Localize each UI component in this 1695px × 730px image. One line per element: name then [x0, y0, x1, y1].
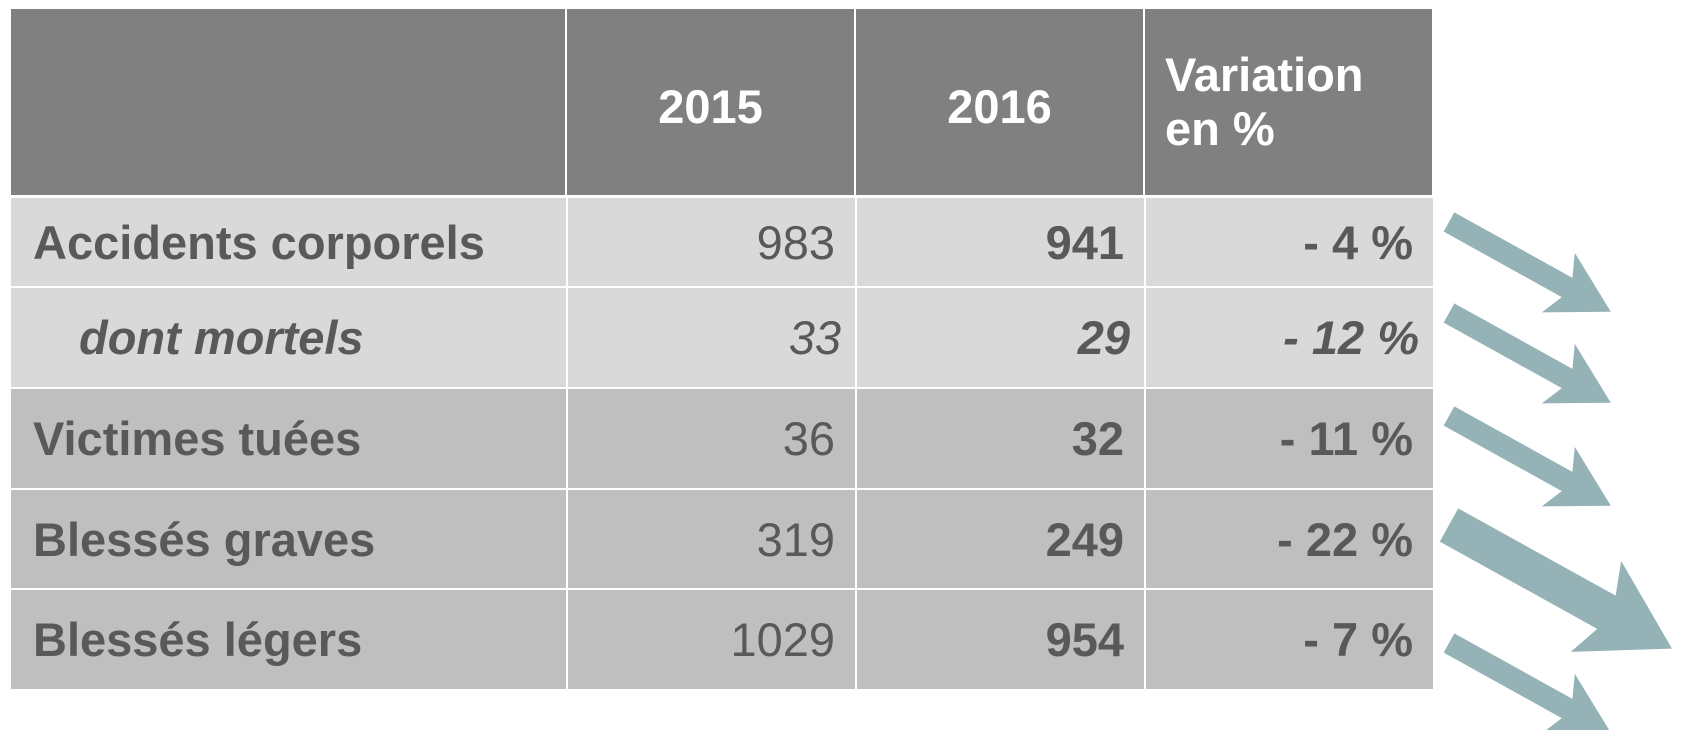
down-arrow [1443, 406, 1611, 507]
table-cell: Blessés graves [11, 490, 566, 588]
down-arrow [1443, 212, 1611, 313]
table-cell: 954 [857, 590, 1144, 689]
table-cell: dont mortels [11, 288, 566, 387]
table-cell: - 12 % [1146, 288, 1433, 387]
table-cell: 32 [857, 389, 1144, 488]
table-cell: - 11 % [1146, 389, 1433, 488]
down-arrow [1443, 633, 1611, 730]
table-cell: - 22 % [1146, 490, 1433, 588]
table-cell: 2016 [856, 9, 1143, 195]
table-cell: Variation en % [1145, 9, 1432, 195]
down-arrow [1443, 303, 1611, 404]
table-cell: 249 [857, 490, 1144, 588]
down-arrow [1439, 508, 1673, 652]
table-cell: - 4 % [1146, 198, 1433, 286]
table-cell: 941 [857, 198, 1144, 286]
table-cell: 983 [568, 198, 855, 286]
table-cell: Victimes tuées [11, 389, 566, 488]
table-cell: 2015 [567, 9, 854, 195]
table-cell: 36 [568, 389, 855, 488]
table-cell: Accidents corporels [11, 198, 566, 286]
table-cell: 319 [568, 490, 855, 588]
table-cell: 1029 [568, 590, 855, 689]
table-cell [11, 9, 565, 195]
table-cell: 29 [857, 288, 1144, 387]
table-cell: 33 [568, 288, 855, 387]
table-cell: - 7 % [1146, 590, 1433, 689]
table-cell: Blessés légers [11, 590, 566, 689]
